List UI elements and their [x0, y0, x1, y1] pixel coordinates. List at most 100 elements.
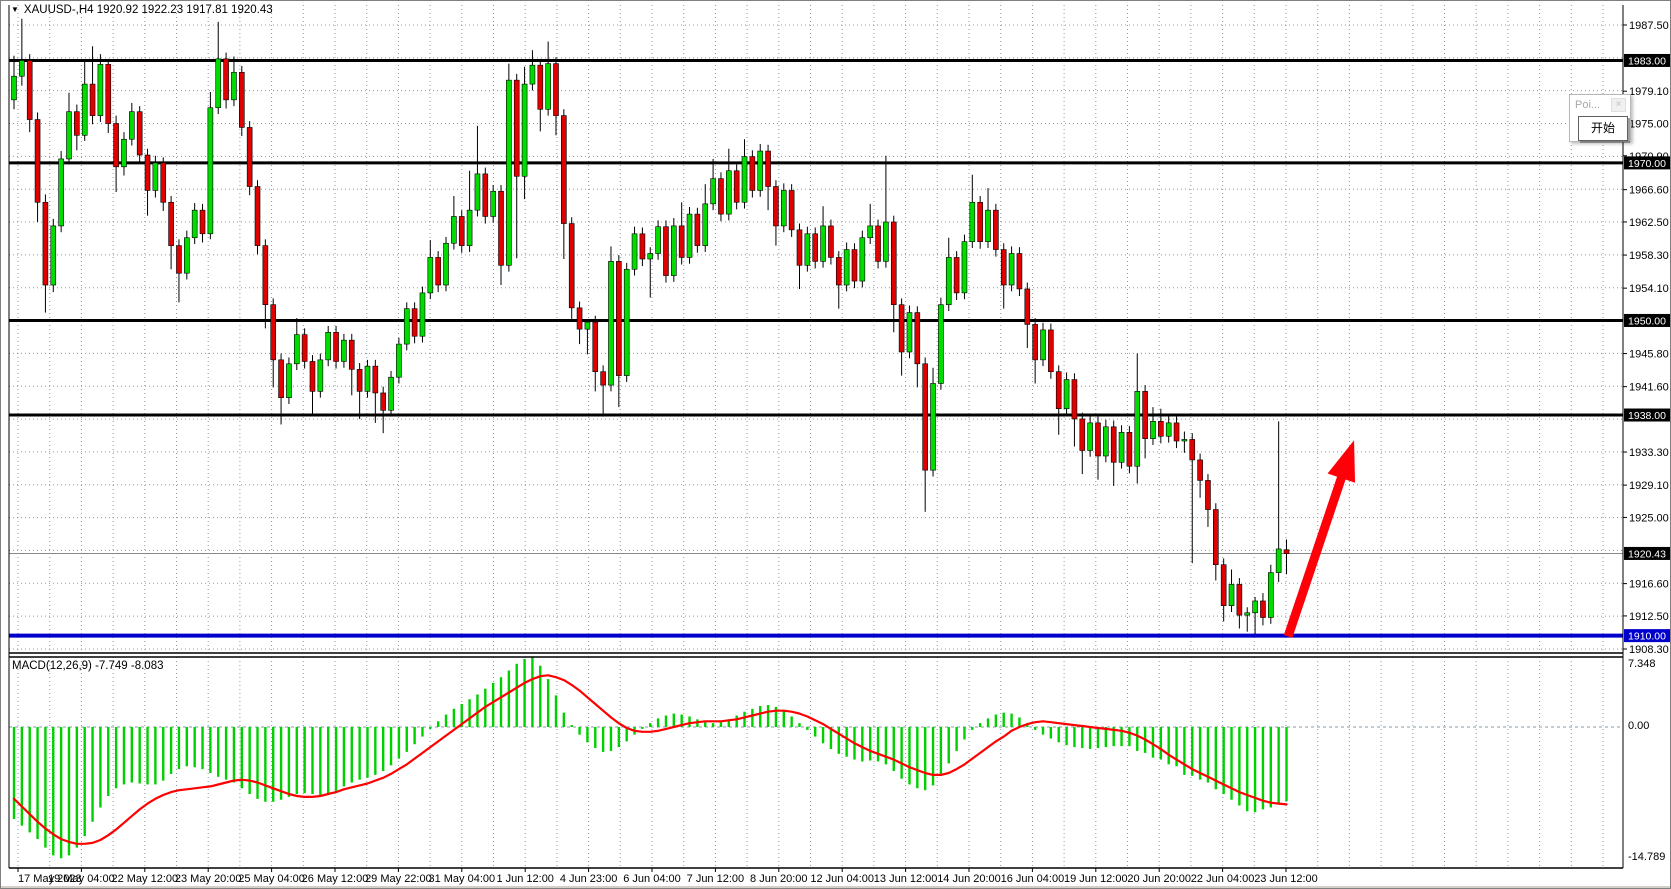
price-tick-label: 1979.10	[1629, 86, 1669, 98]
price-tick-label: 1987.50	[1629, 20, 1669, 32]
candle-body	[710, 178, 716, 205]
candle-body	[1205, 480, 1211, 510]
candle-body	[293, 334, 300, 365]
time-tick-label: 26 May 12:00	[302, 873, 369, 885]
candle-body	[199, 209, 206, 235]
price-tick-label: 1962.50	[1629, 217, 1669, 229]
candle-body	[1016, 253, 1023, 290]
candle-body	[105, 64, 112, 124]
price-axis[interactable]: 1987.501979.101975.001970.901966.601962.…	[1623, 20, 1669, 656]
candle-body	[262, 245, 269, 306]
candle-body	[121, 138, 127, 168]
candle-body	[1181, 439, 1188, 442]
time-tick-label: 22 May 12:00	[111, 873, 178, 885]
macd-axis-max: 7.348	[1628, 658, 1656, 670]
candle-body	[1048, 329, 1054, 372]
price-tick-label: 1941.60	[1629, 382, 1669, 394]
candle-body	[238, 71, 245, 128]
candle-body	[34, 119, 41, 203]
price-tick-label: 1954.10	[1629, 283, 1669, 295]
time-tick-label: 4 Jun 23:00	[560, 873, 618, 885]
time-tick-label: 23 May 20:00	[175, 873, 242, 885]
time-tick-label: 22 Jun 04:00	[1191, 873, 1255, 885]
start-button[interactable]: 开始	[1578, 116, 1628, 141]
candle-body	[592, 321, 599, 372]
candle-body	[231, 71, 237, 101]
candle-body	[136, 111, 143, 156]
candle-body	[1220, 564, 1227, 606]
candle-body	[364, 365, 371, 392]
candle-body	[435, 257, 441, 286]
symbol-title[interactable]: ▼ XAUUSD-,H4 1920.92 1922.23 1917.81 192…	[11, 4, 273, 16]
candle-body	[474, 173, 481, 211]
candle-body	[694, 213, 701, 246]
candle-body	[1197, 459, 1203, 481]
candle-body	[246, 127, 253, 187]
candle-body	[1079, 418, 1086, 451]
candle-body	[616, 261, 622, 376]
candle-body	[1283, 549, 1290, 554]
price-tick-label: 1929.10	[1629, 480, 1669, 492]
candle-body	[466, 209, 473, 246]
candle-body	[576, 307, 583, 330]
candle-body	[741, 156, 748, 203]
horizontal-level-lines[interactable]	[9, 58, 1623, 638]
candle-body	[568, 223, 575, 309]
candle-body	[969, 201, 976, 242]
symbol-dropdown-icon[interactable]: ▼	[11, 5, 19, 14]
candle-body	[1032, 324, 1038, 361]
price-tick-label: 1912.50	[1629, 611, 1669, 623]
arrow-head	[1327, 440, 1356, 483]
price-badge	[1624, 408, 1670, 422]
candle-body	[1189, 439, 1196, 461]
annotation-arrow-layer[interactable]	[1283, 440, 1356, 638]
candle-body	[19, 60, 25, 77]
candle-body	[380, 392, 386, 411]
candle-body	[1103, 426, 1109, 457]
candle-body	[144, 154, 151, 191]
time-tick-label: 31 May 04:00	[428, 873, 495, 885]
candle-body	[985, 209, 991, 242]
symbol-ohlc-text: XAUUSD-,H4 1920.92 1922.23 1917.81 1920.…	[23, 4, 273, 16]
candle-body	[545, 63, 551, 110]
candle-body	[176, 245, 182, 274]
candle-body	[1236, 584, 1243, 616]
candle-body	[553, 63, 559, 116]
candle-body	[168, 201, 174, 246]
buy-signal-arrow[interactable]	[1283, 471, 1348, 638]
candle-body	[97, 64, 104, 116]
candle-body	[207, 107, 214, 235]
candle-body	[1087, 422, 1093, 451]
candle-body	[270, 304, 277, 361]
close-icon[interactable]: ×	[1611, 98, 1626, 112]
candle-body	[812, 233, 819, 262]
candle-body	[325, 331, 332, 361]
candle-body	[600, 371, 606, 386]
floating-panel-title: Poi...	[1575, 99, 1601, 111]
candle-body	[223, 58, 229, 101]
macd-label: MACD(12,26,9) -7.749 -8.083	[12, 660, 164, 672]
candle-body	[718, 178, 724, 215]
candle-body	[922, 363, 928, 471]
candle-body	[749, 156, 756, 191]
candle-body	[914, 312, 921, 365]
time-tick-label: 12 Jun 04:00	[810, 873, 874, 885]
candle-body	[50, 225, 57, 286]
time-tick-label: 1 Jun 12:00	[496, 873, 554, 885]
candle-body	[482, 173, 489, 217]
panel-frames	[8, 5, 1624, 869]
candle-body	[317, 359, 324, 392]
candle-body	[1150, 421, 1156, 439]
candle-body	[498, 190, 504, 266]
candle-body	[647, 253, 654, 260]
candle-body	[678, 225, 685, 258]
candle-body	[1142, 391, 1148, 439]
candle-body	[828, 225, 834, 258]
candle-body	[451, 216, 457, 244]
price-tick-label: 1966.60	[1629, 185, 1669, 197]
